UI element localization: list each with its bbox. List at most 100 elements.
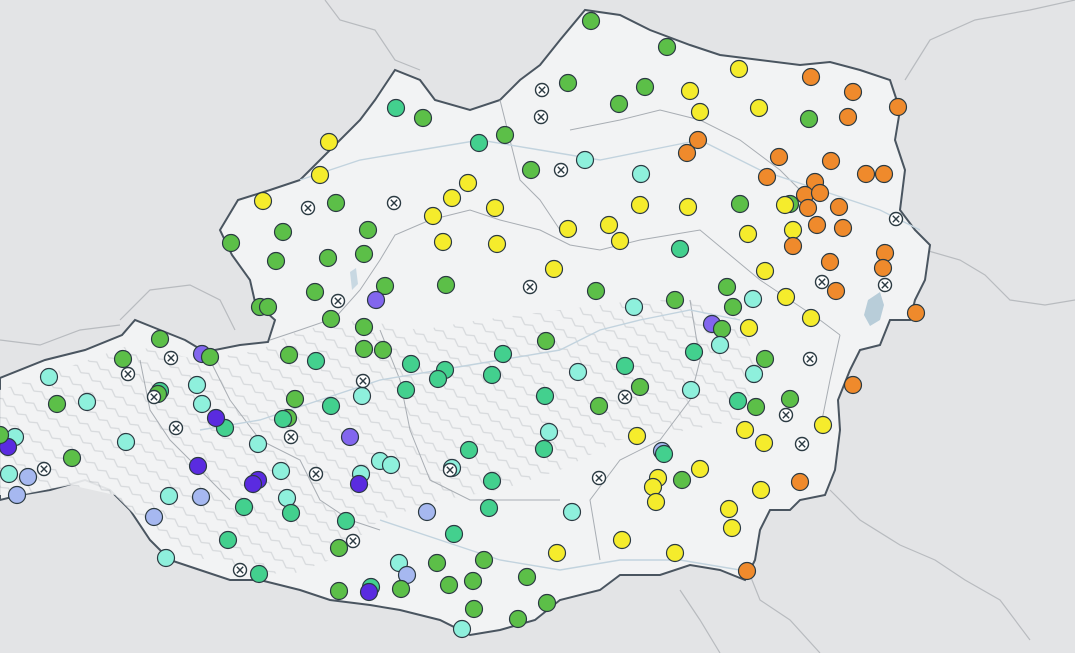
station-marker-aqua[interactable]	[575, 150, 595, 170]
station-marker-aqua[interactable]	[77, 392, 97, 412]
station-marker-yellow[interactable]	[813, 415, 833, 435]
station-marker-yellow[interactable]	[739, 318, 759, 338]
station-marker-mint[interactable]	[615, 356, 635, 376]
station-marker-orange[interactable]	[801, 67, 821, 87]
station-marker-green[interactable]	[589, 396, 609, 416]
missing-station-icon[interactable]	[522, 279, 538, 295]
station-marker-purple[interactable]	[243, 474, 263, 494]
station-marker-orange[interactable]	[821, 151, 841, 171]
station-marker-yellow[interactable]	[547, 543, 567, 563]
station-marker-green[interactable]	[723, 297, 743, 317]
station-marker-aqua[interactable]	[277, 488, 297, 508]
station-marker-aqua[interactable]	[681, 380, 701, 400]
missing-station-icon[interactable]	[355, 373, 371, 389]
station-marker-green[interactable]	[717, 277, 737, 297]
station-marker-yellow[interactable]	[678, 197, 698, 217]
station-marker-mint[interactable]	[479, 498, 499, 518]
station-marker-green[interactable]	[630, 377, 650, 397]
station-marker-yellow[interactable]	[458, 173, 478, 193]
station-marker-yellow[interactable]	[646, 492, 666, 512]
station-marker-yellow[interactable]	[776, 287, 796, 307]
station-marker-green[interactable]	[436, 275, 456, 295]
station-marker-aqua[interactable]	[248, 434, 268, 454]
station-marker-aqua[interactable]	[539, 422, 559, 442]
station-marker-green[interactable]	[799, 109, 819, 129]
station-marker-green[interactable]	[474, 550, 494, 570]
station-marker-yellow[interactable]	[485, 198, 505, 218]
station-marker-mint[interactable]	[396, 380, 416, 400]
station-marker-mint[interactable]	[654, 444, 674, 464]
station-marker-mint[interactable]	[684, 342, 704, 362]
missing-station-icon[interactable]	[877, 277, 893, 293]
station-marker-lightblue[interactable]	[18, 467, 38, 487]
station-marker-green[interactable]	[354, 317, 374, 337]
station-marker-orange[interactable]	[810, 183, 830, 203]
station-marker-yellow[interactable]	[630, 195, 650, 215]
station-marker-green[interactable]	[755, 349, 775, 369]
station-marker-yellow[interactable]	[423, 206, 443, 226]
station-marker-green[interactable]	[258, 297, 278, 317]
station-marker-aqua[interactable]	[743, 289, 763, 309]
station-marker-aqua[interactable]	[631, 164, 651, 184]
station-marker-yellow[interactable]	[690, 102, 710, 122]
missing-station-icon[interactable]	[442, 462, 458, 478]
station-marker-green[interactable]	[521, 160, 541, 180]
missing-station-icon[interactable]	[533, 109, 549, 125]
station-marker-green[interactable]	[329, 538, 349, 558]
station-marker-orange[interactable]	[677, 143, 697, 163]
station-marker-yellow[interactable]	[690, 459, 710, 479]
station-marker-green[interactable]	[665, 290, 685, 310]
station-marker-yellow[interactable]	[665, 543, 685, 563]
station-marker-aqua[interactable]	[271, 461, 291, 481]
station-marker-purple[interactable]	[359, 582, 379, 602]
station-marker-mint[interactable]	[249, 564, 269, 584]
station-marker-mint[interactable]	[321, 396, 341, 416]
station-marker-green[interactable]	[780, 389, 800, 409]
missing-station-icon[interactable]	[386, 195, 402, 211]
station-marker-yellow[interactable]	[442, 188, 462, 208]
station-marker-yellow[interactable]	[433, 232, 453, 252]
station-marker-green[interactable]	[464, 599, 484, 619]
station-marker-orange[interactable]	[798, 198, 818, 218]
station-marker-yellow[interactable]	[754, 433, 774, 453]
missing-station-icon[interactable]	[308, 466, 324, 482]
station-marker-aqua[interactable]	[710, 335, 730, 355]
station-marker-aqua[interactable]	[381, 455, 401, 475]
missing-station-icon[interactable]	[591, 470, 607, 486]
station-marker-green[interactable]	[305, 282, 325, 302]
station-marker-green[interactable]	[712, 319, 732, 339]
station-marker-yellow[interactable]	[719, 499, 739, 519]
station-marker-purple[interactable]	[206, 408, 226, 428]
station-marker-aqua[interactable]	[192, 394, 212, 414]
station-marker-orange[interactable]	[843, 375, 863, 395]
station-marker-green[interactable]	[326, 193, 346, 213]
station-marker-green[interactable]	[358, 220, 378, 240]
station-marker-orange[interactable]	[875, 243, 895, 263]
missing-station-icon[interactable]	[232, 562, 248, 578]
station-marker-green[interactable]	[413, 108, 433, 128]
missing-station-icon[interactable]	[802, 351, 818, 367]
station-marker-aqua[interactable]	[452, 619, 472, 639]
station-marker-aqua[interactable]	[116, 432, 136, 452]
station-marker-green[interactable]	[536, 331, 556, 351]
station-marker-orange[interactable]	[820, 252, 840, 272]
station-marker-mint[interactable]	[444, 524, 464, 544]
station-marker-yellow[interactable]	[610, 231, 630, 251]
station-marker-mint[interactable]	[234, 497, 254, 517]
station-marker-mint[interactable]	[218, 530, 238, 550]
station-marker-orange[interactable]	[790, 472, 810, 492]
station-marker-yellow[interactable]	[738, 224, 758, 244]
station-marker-violet[interactable]	[366, 290, 386, 310]
station-marker-green[interactable]	[62, 448, 82, 468]
station-marker-aqua[interactable]	[0, 464, 19, 484]
station-marker-orange[interactable]	[843, 82, 863, 102]
station-marker-orange[interactable]	[826, 281, 846, 301]
station-marker-lightblue[interactable]	[7, 485, 27, 505]
station-marker-green[interactable]	[221, 233, 241, 253]
station-marker-yellow[interactable]	[627, 426, 647, 446]
missing-station-icon[interactable]	[36, 461, 52, 477]
station-marker-yellow[interactable]	[729, 59, 749, 79]
station-marker-orange[interactable]	[833, 218, 853, 238]
